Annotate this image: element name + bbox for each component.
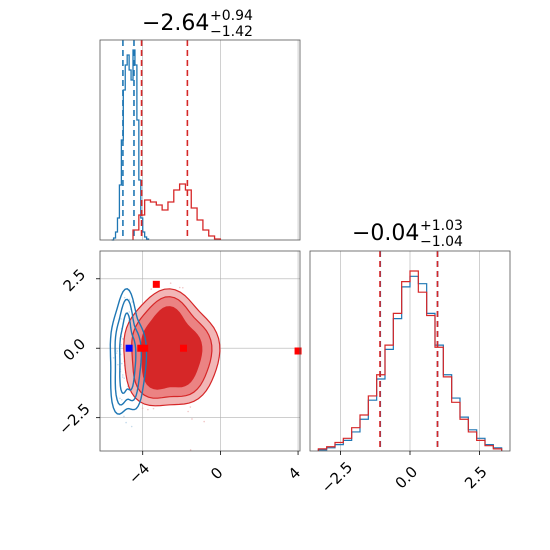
point-marker bbox=[152, 280, 160, 288]
point-marker bbox=[141, 344, 149, 352]
hist2d-frame bbox=[99, 250, 301, 452]
scatter-point bbox=[115, 352, 118, 354]
scatter-point bbox=[203, 420, 205, 423]
hist1-series-red bbox=[132, 183, 222, 240]
hist2-series-red bbox=[317, 270, 503, 451]
hist2-title-upper: +1.03 bbox=[420, 218, 463, 234]
scatter-point bbox=[121, 362, 123, 365]
point-marker bbox=[137, 344, 145, 352]
hist2-title-main: −0.04 bbox=[352, 221, 419, 246]
point-marker bbox=[125, 344, 133, 352]
scatter-point bbox=[152, 407, 155, 410]
hist2d-xtick-label: −4 bbox=[125, 459, 153, 487]
scatter-point bbox=[123, 377, 126, 379]
scatter-point bbox=[147, 408, 149, 411]
scatter-point bbox=[178, 286, 181, 289]
hist2d-xtick-label: 0 bbox=[207, 464, 226, 483]
point-marker bbox=[294, 347, 302, 355]
scatter-point bbox=[120, 343, 123, 346]
scatter-point bbox=[112, 357, 115, 359]
point-marker bbox=[179, 344, 187, 352]
scatter-point bbox=[189, 449, 192, 451]
scatter-point bbox=[191, 418, 193, 420]
hist2d-xtick-label: 4 bbox=[285, 464, 304, 483]
hist2-title-lower: −1.04 bbox=[420, 234, 463, 250]
scatter-point bbox=[141, 407, 144, 409]
hist2-xtick-label: −2.5 bbox=[318, 458, 356, 496]
hist1-series-blue bbox=[111, 49, 150, 241]
hist2d-ytick-label: 0.0 bbox=[60, 335, 90, 365]
scatter-point bbox=[119, 397, 121, 400]
scatter-point bbox=[187, 410, 189, 413]
hist2-xtick-label: 0.0 bbox=[392, 463, 422, 493]
scatter-point bbox=[123, 415, 125, 418]
scatter-point bbox=[131, 301, 133, 303]
panel-hist-param1: −2.64 +0.94 −1.42 bbox=[99, 8, 301, 241]
blue-contour-level bbox=[118, 312, 137, 394]
scatter-point bbox=[121, 374, 124, 376]
panel-hist2d: −4 0 4 −2.5 0.0 2.5 bbox=[55, 250, 304, 488]
scatter-point bbox=[128, 311, 131, 313]
scatter-point bbox=[120, 318, 122, 320]
scatter-point bbox=[169, 282, 172, 284]
hist1-title-lower: −1.42 bbox=[210, 24, 253, 40]
scatter-point bbox=[189, 406, 192, 408]
hist2d-ytick-label: 2.5 bbox=[60, 265, 90, 295]
scatter-point bbox=[121, 376, 124, 378]
scatter-point bbox=[120, 398, 123, 401]
scatter-point bbox=[150, 288, 153, 290]
scatter-point bbox=[130, 425, 133, 428]
scatter-point bbox=[123, 296, 126, 299]
hist1-title-upper: +0.94 bbox=[210, 8, 253, 24]
hist2-xtick-label: 2.5 bbox=[461, 463, 491, 493]
panel-hist-param2: −0.04 +1.03 −1.04 −2.5 0.0 2.5 bbox=[309, 218, 511, 497]
scatter-point bbox=[117, 363, 119, 366]
hist2d-ytick-label: −2.5 bbox=[55, 400, 93, 438]
scatter-point bbox=[125, 421, 127, 424]
blue-contour-level bbox=[109, 288, 148, 415]
scatter-point bbox=[128, 298, 131, 301]
scatter-point bbox=[116, 350, 118, 352]
hist1-frame bbox=[99, 39, 301, 241]
scatter-point bbox=[181, 286, 184, 289]
blue-contour-level bbox=[114, 298, 143, 406]
hist1-title-main: −2.64 bbox=[142, 11, 209, 36]
